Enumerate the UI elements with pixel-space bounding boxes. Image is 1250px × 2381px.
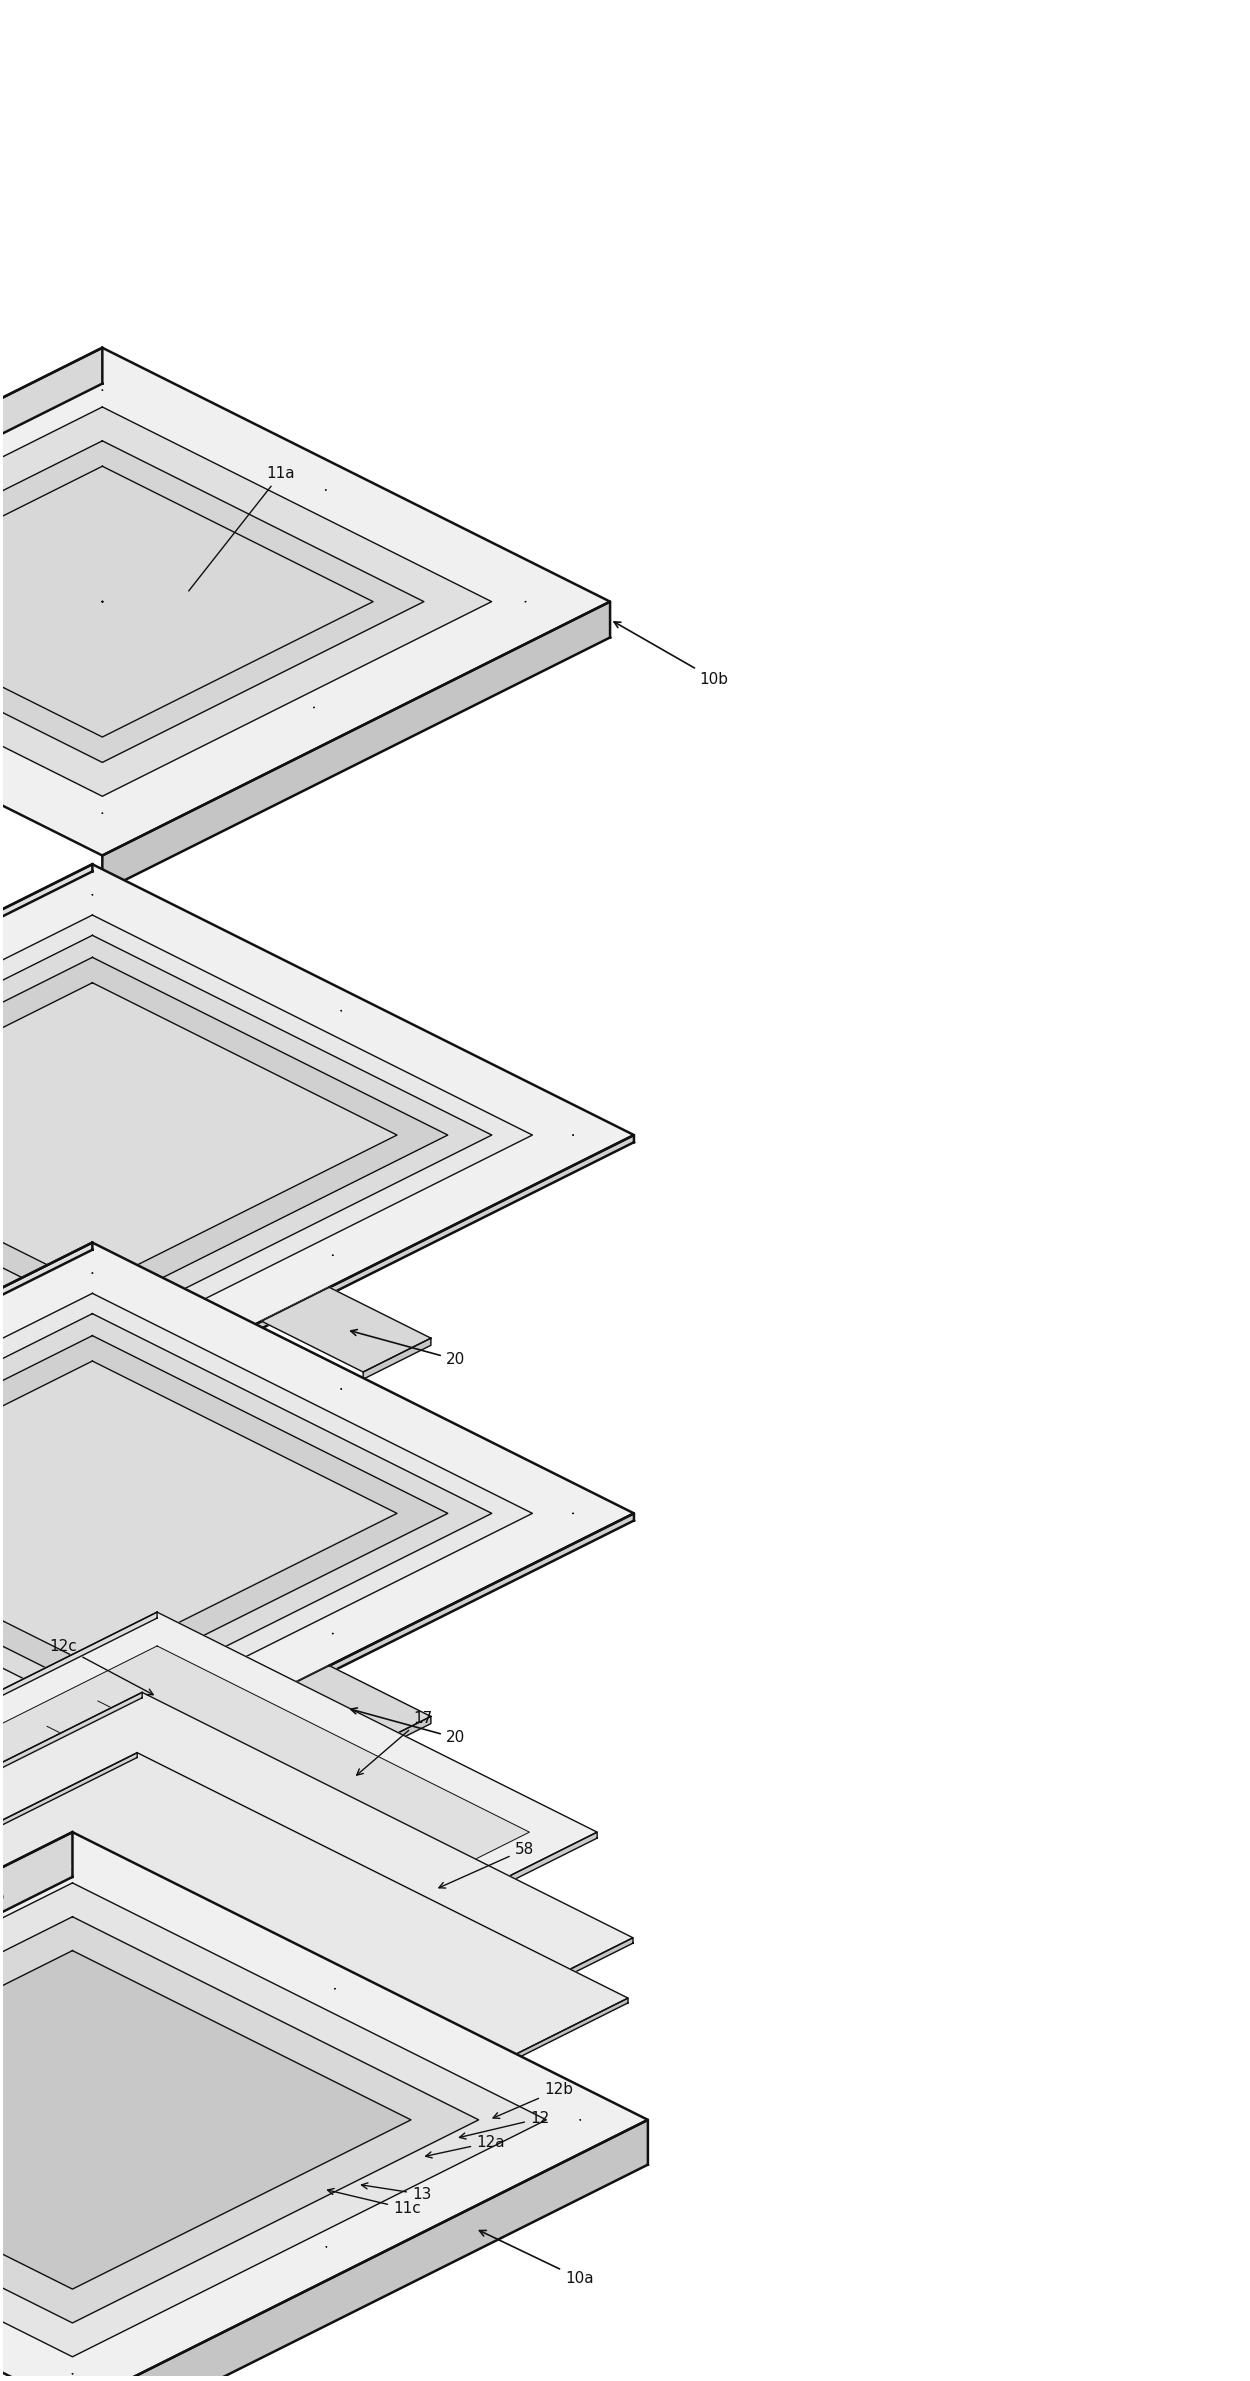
Polygon shape xyxy=(0,936,491,1336)
Text: 10b: 10b xyxy=(614,621,729,686)
Text: 20: 20 xyxy=(351,1329,465,1367)
Polygon shape xyxy=(0,1243,634,1783)
Polygon shape xyxy=(0,1752,628,2200)
Polygon shape xyxy=(92,1514,634,1791)
Text: 10a: 10a xyxy=(480,2231,594,2286)
Polygon shape xyxy=(261,1667,431,1750)
Polygon shape xyxy=(364,1717,431,1757)
Polygon shape xyxy=(0,348,102,638)
Polygon shape xyxy=(0,1612,158,1805)
Text: 12: 12 xyxy=(460,2112,549,2138)
Polygon shape xyxy=(0,1314,491,1712)
Polygon shape xyxy=(0,983,398,1288)
Polygon shape xyxy=(0,1752,138,1960)
Polygon shape xyxy=(464,2119,489,2138)
Text: 12a: 12a xyxy=(426,2136,505,2157)
Polygon shape xyxy=(364,1338,431,1379)
Polygon shape xyxy=(0,407,491,795)
Ellipse shape xyxy=(0,1888,2,1905)
Polygon shape xyxy=(396,2157,421,2171)
Polygon shape xyxy=(0,1883,546,2357)
Polygon shape xyxy=(0,1612,598,2019)
Polygon shape xyxy=(0,1293,532,1733)
Polygon shape xyxy=(0,440,424,762)
Polygon shape xyxy=(0,1693,632,2141)
Polygon shape xyxy=(286,2102,421,2169)
Text: 11a: 11a xyxy=(189,467,295,590)
Polygon shape xyxy=(0,1950,411,2288)
Polygon shape xyxy=(0,1693,142,1900)
Polygon shape xyxy=(0,348,610,855)
Polygon shape xyxy=(0,1362,398,1667)
Polygon shape xyxy=(320,2083,455,2150)
Polygon shape xyxy=(261,1288,431,1371)
Polygon shape xyxy=(354,2064,489,2133)
Polygon shape xyxy=(226,1938,632,2145)
Text: 58: 58 xyxy=(439,1843,534,1888)
Polygon shape xyxy=(0,467,372,738)
Polygon shape xyxy=(0,1336,448,1691)
Text: 11c: 11c xyxy=(328,2188,421,2217)
Polygon shape xyxy=(430,2138,455,2155)
Polygon shape xyxy=(72,2119,648,2381)
Polygon shape xyxy=(102,602,610,890)
Text: 17: 17 xyxy=(356,1710,432,1776)
Polygon shape xyxy=(92,1136,634,1412)
Polygon shape xyxy=(0,957,448,1312)
Text: 12c: 12c xyxy=(50,1641,154,1695)
Polygon shape xyxy=(0,914,532,1355)
Polygon shape xyxy=(0,864,92,1143)
Text: 20: 20 xyxy=(351,1707,465,1745)
Polygon shape xyxy=(225,1831,598,2024)
Polygon shape xyxy=(0,1917,479,2324)
Polygon shape xyxy=(221,1998,628,2205)
Polygon shape xyxy=(0,864,634,1405)
Text: 13: 13 xyxy=(361,2183,431,2202)
Polygon shape xyxy=(0,1645,530,1983)
Polygon shape xyxy=(0,1243,92,1521)
Polygon shape xyxy=(0,1831,648,2381)
Polygon shape xyxy=(0,1831,72,2164)
Text: 12b: 12b xyxy=(492,2083,572,2119)
